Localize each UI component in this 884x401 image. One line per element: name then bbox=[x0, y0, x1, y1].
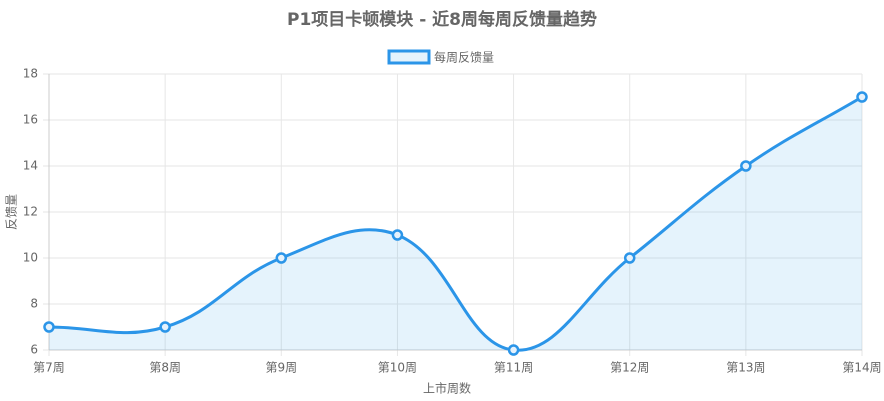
y-tick-label: 12 bbox=[23, 205, 38, 219]
y-tick-label: 16 bbox=[23, 113, 38, 127]
y-axis-title: 反馈量 bbox=[5, 194, 19, 230]
point bbox=[856, 91, 868, 103]
legend-label: 每周反馈量 bbox=[434, 50, 494, 65]
point bbox=[623, 252, 636, 264]
point bbox=[507, 344, 520, 356]
legend-swatch bbox=[387, 49, 431, 65]
line bbox=[48, 95, 863, 352]
x-tick-label: 第11周 bbox=[494, 361, 533, 375]
x-tick-label: 第9周 bbox=[265, 361, 297, 375]
x-tick-label: 第7周 bbox=[33, 361, 65, 375]
point bbox=[391, 229, 404, 241]
y-tick-label: 10 bbox=[23, 251, 38, 265]
x-tick-label: 第14周 bbox=[842, 361, 881, 375]
x-tick-label: 第10周 bbox=[378, 361, 417, 375]
point bbox=[275, 252, 288, 264]
y-tick-label: 14 bbox=[23, 159, 38, 173]
y-tick-label: 6 bbox=[30, 343, 38, 357]
point bbox=[159, 321, 171, 333]
x-tick-label: 第8周 bbox=[149, 361, 181, 375]
x-tick-label: 第13周 bbox=[726, 361, 765, 375]
y-tick-label: 8 bbox=[30, 297, 38, 311]
point bbox=[740, 160, 752, 172]
area bbox=[49, 97, 862, 351]
x-tick-label: 第12周 bbox=[610, 361, 649, 375]
y-tick-label: 18 bbox=[23, 67, 38, 81]
x-axis-title: 上市周数 bbox=[423, 381, 471, 396]
chart-title: P1项目卡顿模块 - 近8周每周反馈量趋势 bbox=[287, 9, 597, 30]
point bbox=[43, 321, 55, 333]
